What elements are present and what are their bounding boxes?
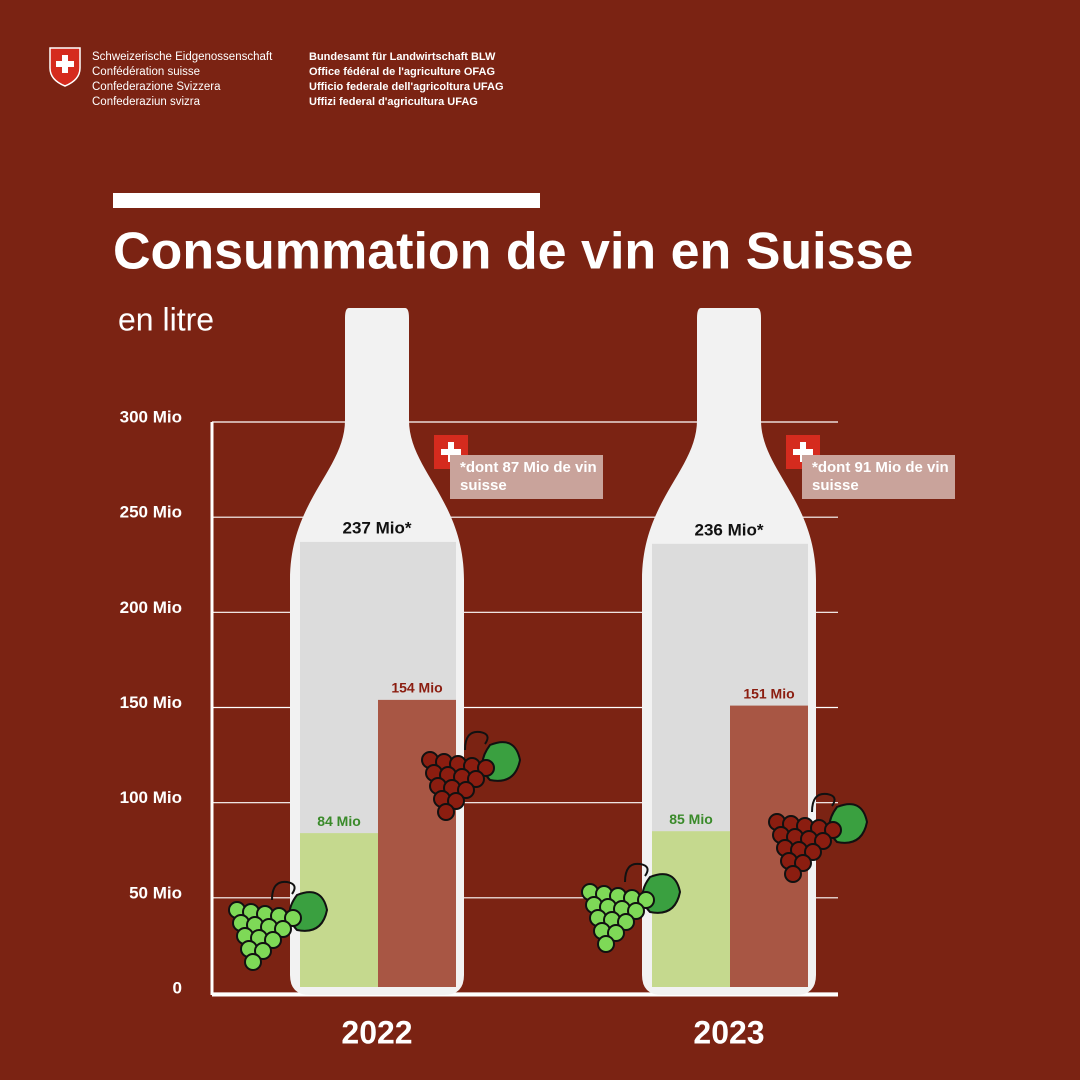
total-label: 236 Mio* [695, 520, 764, 539]
y-tick-label: 150 Mio [120, 693, 182, 712]
grape-vine [464, 730, 489, 751]
y-tick-label: 200 Mio [120, 598, 182, 617]
grape-vine [271, 880, 296, 901]
bar [378, 699, 456, 987]
grape [814, 832, 832, 850]
header-text: Confédération suisse [92, 66, 200, 78]
total-label: 237 Mio* [343, 518, 412, 537]
grape [284, 909, 302, 927]
grape-icon [421, 730, 522, 821]
value-label: 84 Mio [317, 813, 361, 829]
header-text: Ufficio federale dell'agricoltura UFAG [309, 81, 504, 93]
y-tick-label: 250 Mio [120, 503, 182, 522]
grape [467, 770, 485, 788]
grape [244, 953, 262, 971]
header-text: Office fédéral de l'agriculture OFAG [309, 66, 495, 78]
grape [637, 891, 655, 909]
y-tick-label: 0 [173, 978, 182, 997]
grape [824, 821, 842, 839]
grape [784, 865, 802, 883]
grape-vine [624, 862, 649, 883]
grape [617, 913, 635, 931]
chart-subtitle: en litre [118, 301, 214, 337]
title-bar [113, 193, 540, 208]
header-text: Confederazione Svizzera [92, 81, 221, 93]
grape [627, 902, 645, 920]
grape [457, 781, 475, 799]
grape [447, 792, 465, 810]
value-label: 151 Mio [743, 685, 794, 701]
header-text: Uffizi federal d'agricultura UFAG [309, 96, 478, 108]
y-tick-label: 50 Mio [129, 883, 182, 902]
grape-vine [811, 792, 836, 813]
chart-title: Consummation de vin en Suisse [113, 223, 913, 281]
flag-cross [441, 449, 461, 455]
grape-icon [581, 862, 682, 953]
grape [274, 920, 292, 938]
x-tick-label: 2022 [341, 1014, 412, 1050]
annotation: *dont 91 Mio de vin suisse [802, 455, 955, 499]
swiss-logo [49, 47, 81, 87]
annotation: *dont 87 Mio de vin suisse [450, 455, 603, 499]
y-tick-label: 100 Mio [120, 788, 182, 807]
y-tick-label: 300 Mio [120, 407, 182, 426]
grape [597, 935, 615, 953]
grape [437, 803, 455, 821]
value-label: 154 Mio [391, 680, 442, 696]
grape [254, 942, 272, 960]
flag-cross [793, 449, 813, 455]
x-tick-label: 2023 [693, 1014, 764, 1050]
grape [804, 843, 822, 861]
grape-icon [768, 792, 869, 883]
grape [477, 759, 495, 777]
value-label: 85 Mio [669, 811, 713, 827]
grape [607, 924, 625, 942]
header-text: Schweizerische Eidgenossenschaft [92, 51, 273, 63]
header-text: Confederaziun svizra [92, 96, 201, 108]
grape-icon [228, 880, 329, 971]
grape [794, 854, 812, 872]
header-text: Bundesamt für Landwirtschaft BLW [309, 51, 496, 63]
grape [264, 931, 282, 949]
